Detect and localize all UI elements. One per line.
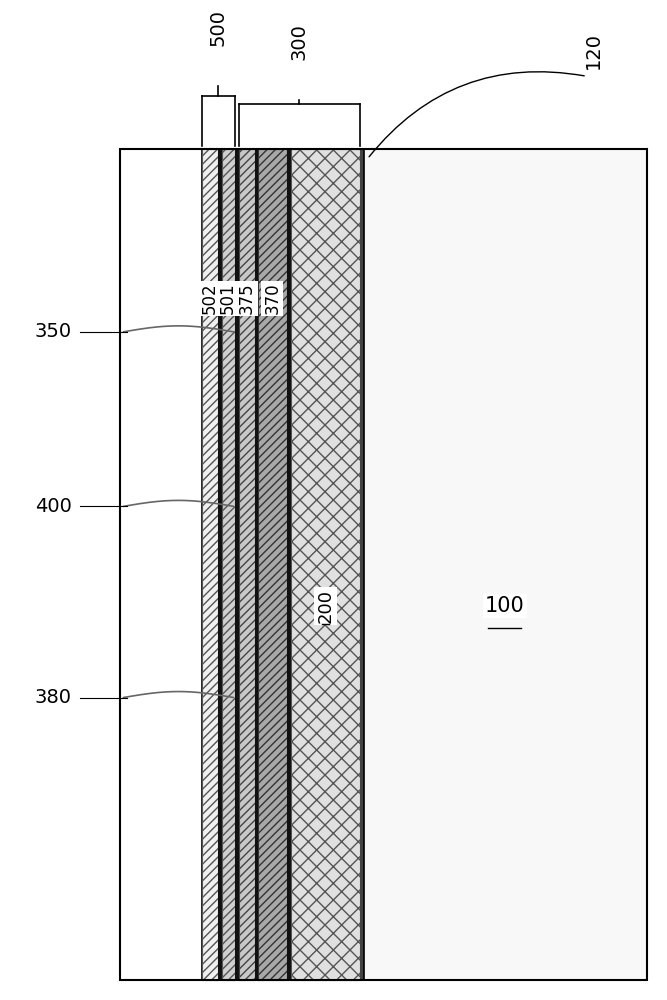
Text: 500: 500 bbox=[209, 9, 227, 46]
Bar bbox=[291, 149, 360, 980]
Text: 400: 400 bbox=[35, 497, 72, 516]
Text: 375: 375 bbox=[238, 283, 256, 314]
Bar bbox=[287, 149, 291, 980]
Bar bbox=[258, 149, 287, 980]
Text: 501: 501 bbox=[219, 283, 237, 314]
Text: 370: 370 bbox=[263, 283, 281, 314]
Bar bbox=[239, 149, 255, 980]
Bar bbox=[360, 149, 364, 980]
Text: 300: 300 bbox=[289, 23, 309, 60]
Bar bbox=[221, 149, 235, 980]
Bar bbox=[120, 149, 647, 980]
Bar bbox=[120, 149, 201, 980]
Text: 200: 200 bbox=[317, 589, 335, 623]
Bar bbox=[217, 149, 221, 980]
Bar bbox=[364, 149, 647, 980]
Text: 100: 100 bbox=[485, 596, 524, 616]
Text: 120: 120 bbox=[584, 32, 603, 69]
Bar bbox=[201, 149, 217, 980]
Bar bbox=[235, 149, 239, 980]
Bar bbox=[255, 149, 258, 980]
Text: 380: 380 bbox=[35, 688, 72, 707]
Text: 350: 350 bbox=[35, 322, 72, 341]
Text: 502: 502 bbox=[201, 283, 219, 314]
